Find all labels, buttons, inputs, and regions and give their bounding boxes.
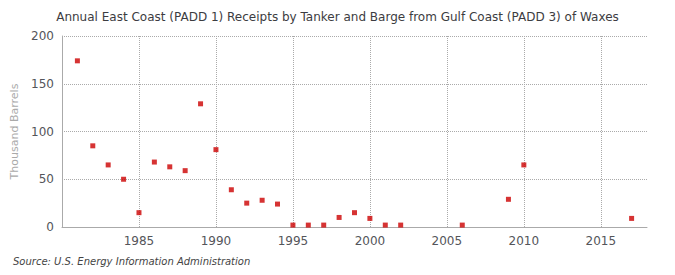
svg-text:1990: 1990 bbox=[201, 234, 232, 248]
svg-text:2005: 2005 bbox=[432, 234, 463, 248]
svg-text:1995: 1995 bbox=[278, 234, 309, 248]
svg-text:Source: U.S. Energy Informatio: Source: U.S. Energy Information Administ… bbox=[13, 256, 250, 267]
svg-text:1985: 1985 bbox=[124, 234, 155, 248]
svg-text:200: 200 bbox=[31, 29, 54, 43]
svg-text:0: 0 bbox=[46, 220, 54, 234]
svg-text:Thousand Barrels: Thousand Barrels bbox=[8, 83, 21, 180]
svg-text:100: 100 bbox=[31, 125, 54, 139]
svg-text:2010: 2010 bbox=[509, 234, 540, 248]
svg-text:2015: 2015 bbox=[586, 234, 617, 248]
svg-text:Annual East Coast (PADD 1) Rec: Annual East Coast (PADD 1) Receipts by T… bbox=[56, 10, 619, 24]
svg-text:2000: 2000 bbox=[355, 234, 386, 248]
svg-text:50: 50 bbox=[39, 172, 54, 186]
svg-text:150: 150 bbox=[31, 77, 54, 91]
